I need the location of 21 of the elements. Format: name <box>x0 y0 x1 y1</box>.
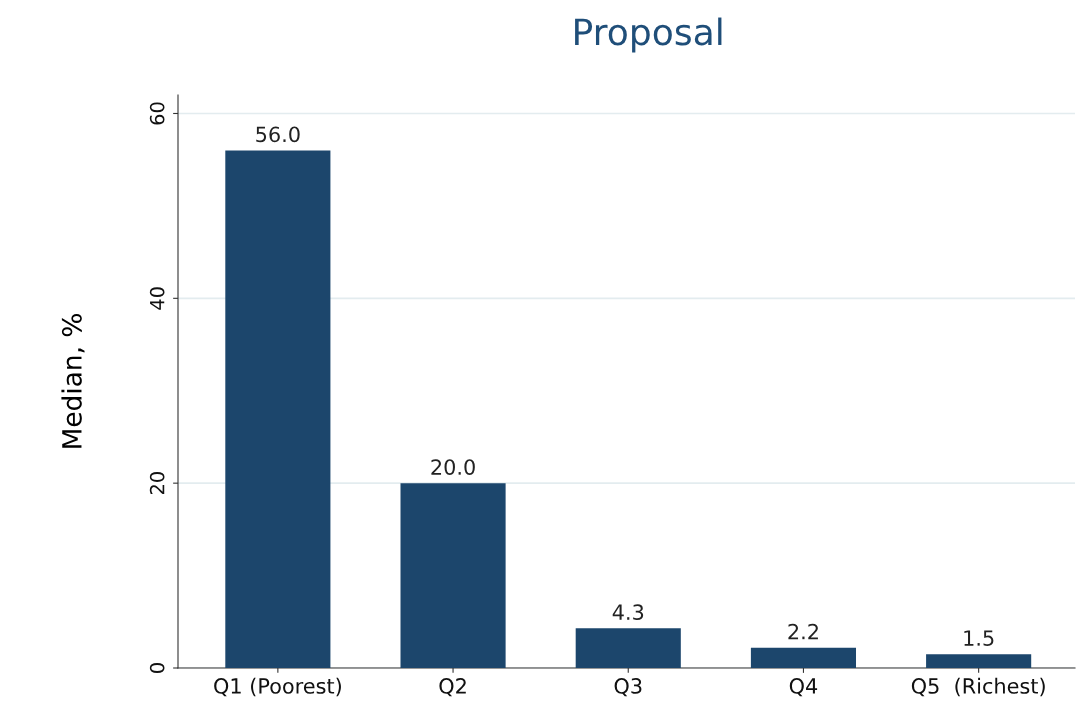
data-label: 1.5 <box>964 630 994 646</box>
bar <box>225 150 331 668</box>
data-label: 56.0 <box>256 126 300 143</box>
x-tick-label: Q2 <box>439 678 466 697</box>
bar <box>575 628 681 668</box>
y-axis-title: Median, % <box>61 314 85 448</box>
x-tick-label: Q3 <box>614 678 642 697</box>
x-tick-label: Q5 (Richest) <box>911 677 1045 697</box>
data-label: 20.0 <box>431 459 475 475</box>
y-tick-label: 0 <box>149 663 165 673</box>
bar <box>400 483 506 668</box>
chart-title: Proposal <box>575 17 722 53</box>
y-tick-label: 60 <box>149 102 165 125</box>
bar <box>750 647 857 668</box>
data-label: 2.2 <box>788 623 818 640</box>
x-tick-label: Q1 (Poorest) <box>214 677 341 697</box>
y-tick-label: 20 <box>149 472 165 495</box>
data-label: 4.3 <box>612 604 644 621</box>
bar <box>926 654 1032 668</box>
y-tick-label: 40 <box>149 287 165 310</box>
x-tick-label: Q4 <box>789 678 818 697</box>
